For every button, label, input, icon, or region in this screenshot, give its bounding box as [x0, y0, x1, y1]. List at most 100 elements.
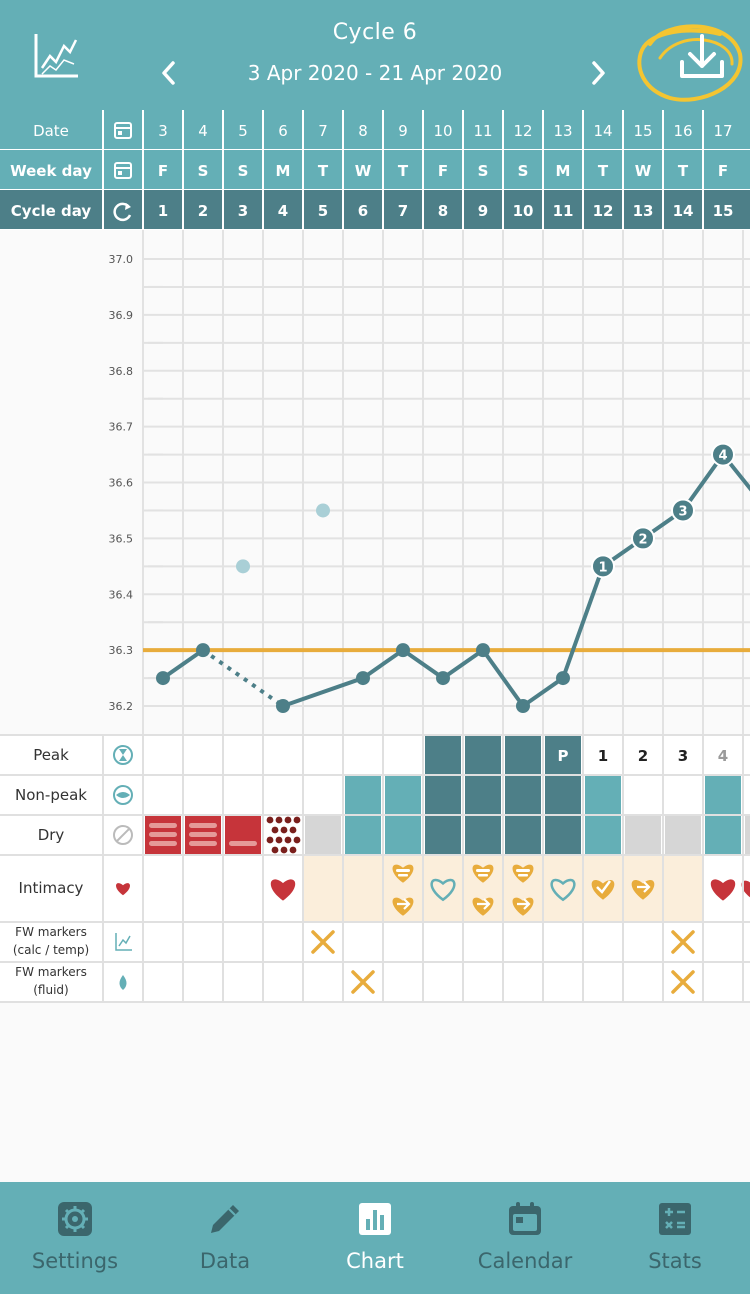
day-cell: 12: [513, 122, 532, 140]
peak-cell[interactable]: [505, 735, 541, 775]
bar-chart-icon: [355, 1199, 395, 1239]
day-cell: 1: [158, 202, 168, 220]
nonpeak-cell[interactable]: [585, 815, 621, 855]
spotting-cell[interactable]: [266, 816, 301, 854]
heart-stack-icon[interactable]: [512, 864, 534, 916]
data-point[interactable]: [476, 643, 490, 658]
data-point[interactable]: [516, 699, 530, 713]
data-point-label: 4: [718, 449, 727, 464]
nav-item-stats[interactable]: Stats: [600, 1182, 750, 1294]
series-segment: [481, 648, 525, 708]
fw-marker-x-icon[interactable]: [351, 970, 375, 994]
peak-cell[interactable]: [425, 775, 461, 815]
nav-item-chart[interactable]: Chart: [300, 1182, 450, 1294]
heart-outline-icon[interactable]: [430, 878, 456, 902]
refresh-icon: [113, 202, 132, 222]
data-point[interactable]: [711, 442, 735, 467]
data-point[interactable]: [156, 671, 170, 686]
dry-cell[interactable]: [665, 815, 701, 855]
peak-cell[interactable]: [465, 775, 501, 815]
day-cell: 14: [593, 122, 612, 140]
day-cell: 13: [633, 202, 654, 220]
nonpeak-cell[interactable]: [385, 775, 421, 815]
heart-stack-icon[interactable]: [392, 864, 414, 916]
excluded-point[interactable]: [236, 559, 250, 574]
day-cell: 14: [673, 202, 694, 220]
peak-cell[interactable]: [545, 735, 581, 775]
day-cell: 6: [278, 122, 288, 140]
peak-cell[interactable]: [545, 815, 581, 855]
peak-cell[interactable]: [505, 775, 541, 815]
calendar-icon: [505, 1199, 545, 1239]
day-cell: 17: [713, 122, 732, 140]
row-label: Cycle day: [11, 202, 92, 220]
y-tick-label: 36.6: [109, 477, 134, 490]
day-cell: W: [635, 162, 652, 180]
dry-cell[interactable]: [305, 815, 341, 855]
heart-outline-icon[interactable]: [550, 878, 576, 902]
nav-item-settings[interactable]: Settings: [0, 1182, 150, 1294]
data-point[interactable]: [276, 699, 290, 713]
day-cell: 10: [513, 202, 534, 220]
row-label: FW markers: [15, 965, 87, 979]
nonpeak-cell[interactable]: [705, 775, 741, 815]
peak-marker: P: [558, 747, 569, 765]
data-point[interactable]: [356, 671, 370, 686]
chevron-right-icon[interactable]: [583, 58, 613, 88]
peak-cell[interactable]: [425, 735, 461, 775]
nonpeak-cell[interactable]: [345, 775, 381, 815]
fw-marker-x-icon[interactable]: [671, 930, 695, 954]
chart-icon[interactable]: [30, 30, 82, 82]
nonpeak-icon: [113, 785, 133, 805]
series-segment: [161, 648, 205, 680]
peak-cell[interactable]: [505, 815, 541, 855]
day-cell: 12: [593, 202, 614, 220]
heart-stack-icon[interactable]: [472, 864, 494, 916]
day-cell: 2: [198, 202, 208, 220]
heart-solid-icon[interactable]: [270, 879, 296, 901]
peak-cell[interactable]: [465, 735, 501, 775]
peak-cell[interactable]: [545, 775, 581, 815]
heart-check-icon[interactable]: [591, 880, 615, 900]
nonpeak-cell[interactable]: [705, 815, 741, 855]
fw-marker-x-icon[interactable]: [671, 970, 695, 994]
dry-cell[interactable]: [745, 815, 750, 855]
nav-item-data[interactable]: Data: [150, 1182, 300, 1294]
day-cell: 9: [398, 122, 408, 140]
data-point[interactable]: [591, 554, 615, 579]
dry-cell[interactable]: [625, 815, 661, 855]
day-cell: 11: [473, 122, 492, 140]
nav-label: Stats: [648, 1249, 702, 1273]
nonpeak-cell[interactable]: [345, 815, 381, 855]
data-point[interactable]: [196, 643, 210, 658]
nonpeak-cell[interactable]: [585, 775, 621, 815]
heart-solid-icon[interactable]: [710, 879, 736, 901]
data-point[interactable]: [556, 671, 570, 686]
day-cell: 4: [198, 122, 208, 140]
day-cell: S: [518, 162, 529, 180]
nonpeak-cell[interactable]: [385, 815, 421, 855]
series-segment: [201, 648, 285, 708]
day-cell: 7: [398, 202, 408, 220]
day-cell: 7: [318, 122, 328, 140]
nav-item-calendar[interactable]: Calendar: [450, 1182, 600, 1294]
data-point[interactable]: [671, 498, 695, 523]
peak-cell[interactable]: [465, 815, 501, 855]
peak-cell[interactable]: [425, 815, 461, 855]
row-label: Non-peak: [15, 786, 87, 804]
day-cell: T: [398, 162, 409, 180]
data-point[interactable]: [436, 671, 450, 686]
chevron-left-icon[interactable]: [154, 58, 184, 88]
menstrual-cell[interactable]: [225, 815, 261, 855]
y-tick-label: 36.5: [109, 532, 134, 545]
day-cell: T: [318, 162, 329, 180]
data-point[interactable]: [396, 643, 410, 658]
data-point[interactable]: [631, 526, 655, 551]
excluded-point[interactable]: [316, 503, 330, 518]
download-button[interactable]: [630, 14, 746, 108]
hourglass-icon: [113, 745, 133, 765]
droplet-icon: [119, 975, 127, 990]
fw-marker-x-icon[interactable]: [311, 930, 335, 954]
heart-arrow-icon[interactable]: [631, 880, 655, 900]
